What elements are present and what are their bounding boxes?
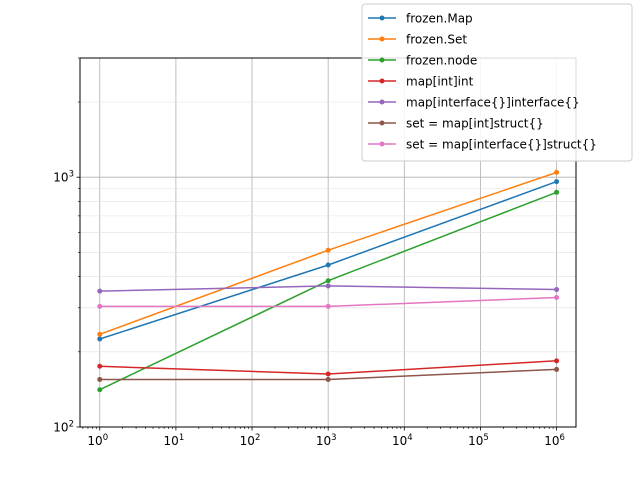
legend-marker-swatch bbox=[379, 99, 385, 105]
y-tick-label-base: 10 bbox=[53, 421, 68, 435]
y-tick-label-exponent: 3 bbox=[69, 170, 74, 180]
data-point bbox=[554, 169, 560, 175]
x-tick-label-base: 10 bbox=[240, 434, 255, 448]
x-tick-label-exponent: 0 bbox=[103, 433, 108, 443]
legend-marker-swatch bbox=[379, 78, 385, 84]
data-point bbox=[97, 376, 103, 382]
data-point bbox=[554, 294, 560, 300]
legend: frozen.Map frozen.Set frozen.node map[int]i… bbox=[361, 3, 633, 162]
x-tick-label-exponent: 4 bbox=[407, 433, 412, 443]
x-tick-label-exponent: 5 bbox=[483, 433, 488, 443]
data-point bbox=[97, 331, 103, 337]
x-tick-label: 101 bbox=[164, 433, 185, 448]
data-point bbox=[325, 376, 331, 382]
x-tick-label: 105 bbox=[468, 433, 489, 448]
data-point bbox=[325, 247, 331, 253]
data-point bbox=[97, 288, 103, 294]
legend-marker-swatch bbox=[379, 57, 385, 63]
y-tick-label: 102 bbox=[53, 420, 74, 435]
legend-entry-label: map[interface{}]interface{} bbox=[406, 96, 580, 110]
legend-entry-label: frozen.Set bbox=[406, 33, 467, 47]
legend-entry-label: set = map[int]struct{} bbox=[406, 117, 544, 131]
data-point bbox=[554, 287, 560, 293]
data-point bbox=[325, 283, 331, 289]
x-tick-label-base: 10 bbox=[316, 434, 331, 448]
series-layer bbox=[97, 169, 560, 393]
y-tick-label: 103 bbox=[53, 170, 74, 185]
legend-marker-swatch bbox=[379, 141, 385, 147]
x-tick-label: 100 bbox=[87, 433, 108, 448]
legend-entry-label: frozen.Map bbox=[406, 12, 473, 26]
legend-marker-swatch bbox=[379, 15, 385, 21]
legend-entry-label: set = map[interface{}]struct{} bbox=[406, 138, 597, 152]
x-tick-label-base: 10 bbox=[392, 434, 407, 448]
legend-entry-label: frozen.node bbox=[406, 54, 477, 68]
x-tick-label-base: 10 bbox=[87, 434, 102, 448]
data-point bbox=[97, 363, 103, 369]
legend-marker-swatch bbox=[379, 120, 385, 126]
x-tick-label-exponent: 3 bbox=[331, 433, 336, 443]
legend-box bbox=[361, 3, 633, 162]
data-point bbox=[554, 189, 560, 195]
x-tick-label-base: 10 bbox=[164, 434, 179, 448]
data-point bbox=[554, 366, 560, 372]
y-tick-label-base: 10 bbox=[53, 171, 68, 185]
x-tick-label-base: 10 bbox=[544, 434, 559, 448]
x-tick-label-exponent: 6 bbox=[559, 433, 564, 443]
data-point bbox=[325, 262, 331, 268]
x-tick-label-exponent: 2 bbox=[255, 433, 260, 443]
x-tick-label: 104 bbox=[392, 433, 413, 448]
data-point bbox=[97, 303, 103, 309]
data-point bbox=[325, 278, 331, 284]
y-tick-label-exponent: 2 bbox=[69, 420, 74, 430]
data-point bbox=[325, 303, 331, 309]
data-point bbox=[97, 336, 103, 342]
data-point bbox=[554, 179, 560, 185]
x-tick-label-base: 10 bbox=[468, 434, 483, 448]
data-point bbox=[325, 371, 331, 377]
x-tick-label: 106 bbox=[544, 433, 565, 448]
x-tick-label: 103 bbox=[316, 433, 337, 448]
x-tick-label-exponent: 1 bbox=[179, 433, 184, 443]
data-point bbox=[554, 358, 560, 364]
data-point bbox=[97, 387, 103, 393]
legend-entry-label: map[int]int bbox=[406, 75, 474, 89]
legend-marker-swatch bbox=[379, 36, 385, 42]
x-tick-label: 102 bbox=[240, 433, 261, 448]
